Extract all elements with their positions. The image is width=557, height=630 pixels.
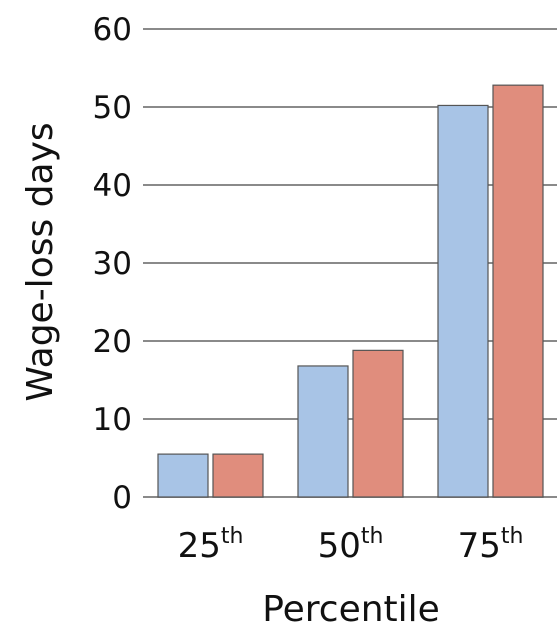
y-tick-label: 30 xyxy=(93,246,132,282)
bar-series1-50th xyxy=(297,365,349,498)
y-tick-label: 50 xyxy=(93,90,132,126)
x-tick-label-number: 25 xyxy=(178,526,221,566)
bar-series1-25th xyxy=(157,453,209,498)
y-tick-labels: 0 10 20 30 40 50 60 xyxy=(93,12,132,516)
bars xyxy=(157,84,544,498)
bar-series1-75th xyxy=(437,104,489,498)
x-tick-label-25th: 25th xyxy=(178,524,244,566)
x-tick-labels: 25th 50th 75th xyxy=(178,524,524,566)
x-tick-label-suffix: th xyxy=(361,524,384,549)
bar-series2-75th xyxy=(492,84,544,498)
x-tick-label-suffix: th xyxy=(221,524,244,549)
x-axis-title: Percentile xyxy=(262,589,440,626)
bar-series2-25th xyxy=(212,453,264,498)
y-tick-label: 20 xyxy=(93,324,132,360)
y-tick-label: 60 xyxy=(93,12,132,48)
x-tick-label-50th: 50th xyxy=(318,524,384,566)
y-tick-label: 0 xyxy=(112,480,132,516)
x-tick-label-number: 75 xyxy=(458,526,501,566)
bar-series2-50th xyxy=(352,349,404,498)
y-tick-label: 10 xyxy=(93,402,132,438)
x-tick-label-number: 50 xyxy=(318,526,361,566)
gridlines xyxy=(143,28,557,498)
y-axis-title: Wage-loss days xyxy=(20,122,61,401)
x-tick-label-75th: 75th xyxy=(458,524,524,566)
x-tick-label-suffix: th xyxy=(501,524,524,549)
y-tick-label: 40 xyxy=(93,168,132,204)
